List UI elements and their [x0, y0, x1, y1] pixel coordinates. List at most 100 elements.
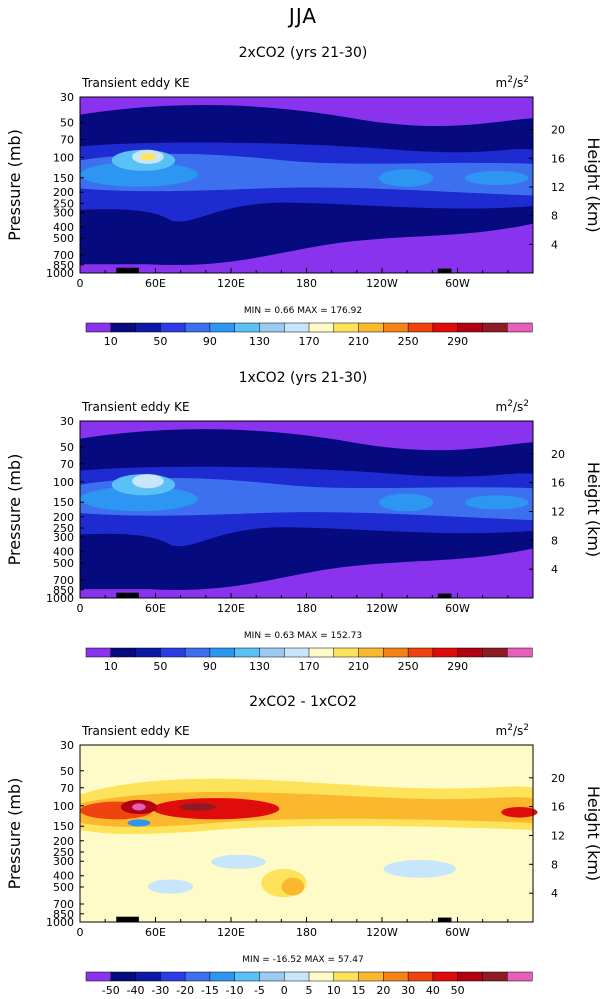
x-tick-label: 0 — [77, 926, 84, 939]
colorbar-label: 250 — [398, 335, 419, 348]
colorbar-swatch — [184, 647, 211, 658]
topography-1 — [116, 916, 139, 922]
diff-core-9 — [211, 854, 266, 869]
y-tick-label: 150 — [53, 496, 74, 509]
colorbar-swatch — [259, 971, 285, 982]
colorbar-swatch — [160, 971, 186, 982]
unit-exp1: 2 — [507, 399, 513, 409]
unit-exp2: 2 — [523, 723, 529, 733]
y-right-tick-label: 8 — [551, 210, 558, 223]
panel-title: 2xCO2 (yrs 21-30) — [239, 45, 368, 61]
field-core-1 — [80, 486, 198, 512]
y-right-tick-label: 20 — [551, 448, 565, 461]
colorbar-swatch — [160, 322, 186, 333]
page-title: JJA — [288, 4, 318, 28]
colorbar-swatch — [283, 971, 310, 982]
y-tick-label: 30 — [60, 91, 74, 104]
colorbar-swatch — [85, 322, 112, 333]
colorbar-swatch — [358, 322, 384, 333]
x-tick-label: 60W — [445, 926, 470, 939]
colorbar-label: 210 — [348, 660, 369, 673]
y-tick-label: 1000 — [46, 267, 74, 280]
y-tick-label: 700 — [53, 574, 74, 587]
colorbar-swatch — [308, 647, 335, 658]
colorbar-swatch — [135, 971, 161, 982]
colorbar-swatch — [209, 971, 236, 982]
y-tick-label: 400 — [53, 870, 74, 883]
colorbar-label: -40 — [127, 984, 145, 997]
colorbar-swatch — [333, 647, 360, 658]
x-tick-label: 120E — [217, 277, 245, 290]
y-right-tick-label: 16 — [551, 801, 565, 814]
colorbar-swatch — [283, 322, 310, 333]
x-tick-label: 120E — [217, 602, 245, 615]
y-tick-label: 50 — [60, 117, 74, 130]
unit-base: m — [496, 76, 508, 90]
diff-core-6 — [179, 803, 216, 811]
colorbar-swatch — [85, 647, 112, 658]
y-axis-label-right: Height (km) — [584, 786, 603, 881]
y-tick-label: 250 — [53, 846, 74, 859]
colorbar-swatch — [407, 647, 434, 658]
colorbar-swatch — [110, 971, 137, 982]
colorbar-swatch — [259, 322, 285, 333]
y-tick-label: 1000 — [46, 916, 74, 929]
colorbar-swatch — [407, 322, 434, 333]
y-tick-label: 250 — [53, 522, 74, 535]
y-right-tick-label: 4 — [551, 887, 558, 900]
x-tick-label: 60W — [445, 277, 470, 290]
colorbar-swatch — [308, 322, 335, 333]
y-tick-label: 850 — [53, 259, 74, 272]
colorbar-label: 50 — [451, 984, 465, 997]
colorbar-label: 10 — [327, 984, 341, 997]
x-tick-label: 120W — [366, 277, 398, 290]
colorbar-swatch — [432, 647, 459, 658]
colorbar-swatch — [506, 971, 533, 982]
y-tick-label: 850 — [53, 584, 74, 597]
topography-1 — [116, 592, 139, 598]
colorbar-swatch — [407, 971, 434, 982]
unit-exp2: 2 — [523, 399, 529, 409]
diff-core-2 — [152, 798, 280, 820]
topography-2 — [437, 917, 452, 922]
colorbar-label: 90 — [203, 335, 217, 348]
colorbar-swatch — [160, 647, 186, 658]
x-tick-label: 60E — [145, 602, 166, 615]
colorbar-swatch — [135, 322, 161, 333]
x-tick-label: 60E — [145, 277, 166, 290]
unit-mid: /s — [513, 724, 523, 738]
y-tick-label: 200 — [53, 835, 74, 848]
y-tick-label: 300 — [53, 207, 74, 220]
field-core-1 — [80, 162, 198, 187]
colorbar-swatch — [259, 647, 285, 658]
min-max-stats: MIN = 0.63 MAX = 152.73 — [244, 631, 362, 641]
colorbar-label: 170 — [299, 660, 320, 673]
panel-title: 1xCO2 (yrs 21-30) — [239, 370, 368, 386]
colorbar-label: -50 — [102, 984, 120, 997]
colorbar-label: 130 — [249, 335, 270, 348]
colorbar-label: 30 — [401, 984, 415, 997]
panel-subtitle: Transient eddy KE — [81, 724, 190, 738]
y-right-tick-label: 16 — [551, 477, 565, 490]
y-tick-label: 300 — [53, 531, 74, 544]
colorbar-swatch — [432, 322, 459, 333]
y-right-tick-label: 16 — [551, 152, 565, 165]
colorbar-label: 290 — [447, 335, 468, 348]
colorbar-swatch — [358, 647, 384, 658]
y-tick-label: 850 — [53, 908, 74, 921]
colorbar-swatch — [184, 322, 211, 333]
y-tick-label: 700 — [53, 898, 74, 911]
field-core-3 — [465, 495, 529, 510]
colorbar-swatch — [358, 971, 384, 982]
field-core-6 — [139, 153, 157, 161]
y-axis-label-right: Height (km) — [584, 137, 603, 232]
colorbar-swatch — [482, 647, 508, 658]
units-label: m2/s2 — [496, 723, 529, 738]
y-right-tick-label: 4 — [551, 238, 558, 251]
y-tick-label: 200 — [53, 186, 74, 199]
heatmap-field — [80, 745, 538, 922]
colorbar-label: 130 — [249, 660, 270, 673]
y-tick-label: 50 — [60, 765, 74, 778]
colorbar-label: 290 — [447, 660, 468, 673]
